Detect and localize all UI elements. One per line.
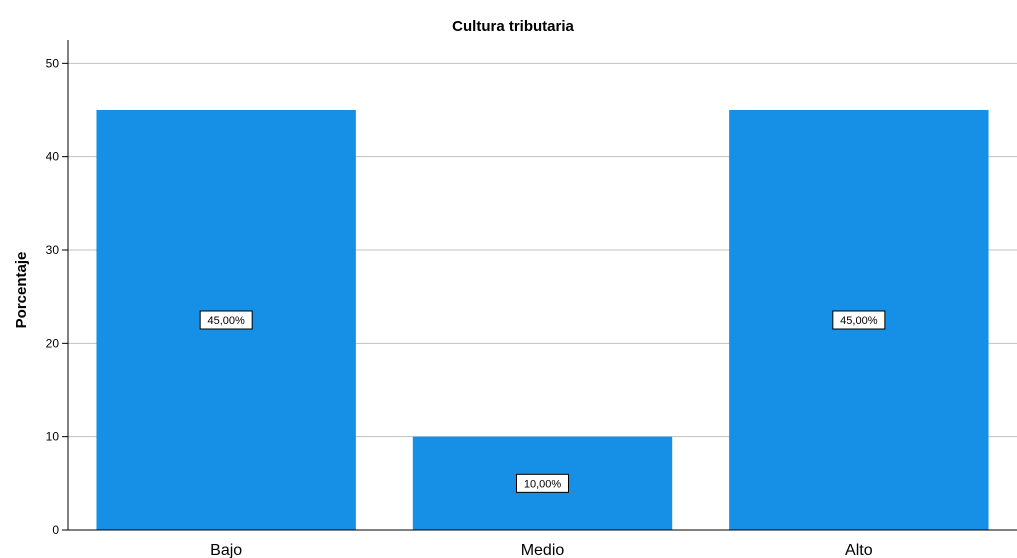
y-axis-label: Porcentaje: [13, 252, 30, 329]
y-tick-label: 30: [46, 243, 60, 257]
data-label: 45,00%: [208, 315, 246, 327]
data-label: 10,00%: [524, 478, 562, 490]
data-label-box: [199, 310, 253, 330]
y-tick-label: 50: [46, 56, 60, 70]
data-label-box: [516, 473, 569, 493]
y-tick-label: 40: [46, 150, 60, 164]
data-labels: Bajo 45,00% Medio 10,00% Alto 45,00%: [199, 310, 886, 558]
data-label-box: [832, 310, 886, 330]
y-tick-label: 0: [52, 523, 59, 537]
x-tick-label: Bajo: [210, 542, 242, 558]
y-tick-label: 10: [46, 430, 60, 444]
y-tick-label: 20: [46, 336, 60, 350]
x-tick-label: Alto: [845, 542, 873, 558]
data-label: 45,00%: [840, 315, 878, 327]
axes: 0 10 20 30 40 50: [46, 40, 1017, 537]
x-tick-label: Medio: [521, 542, 565, 558]
chart-title: Cultura tributaria: [452, 18, 574, 35]
